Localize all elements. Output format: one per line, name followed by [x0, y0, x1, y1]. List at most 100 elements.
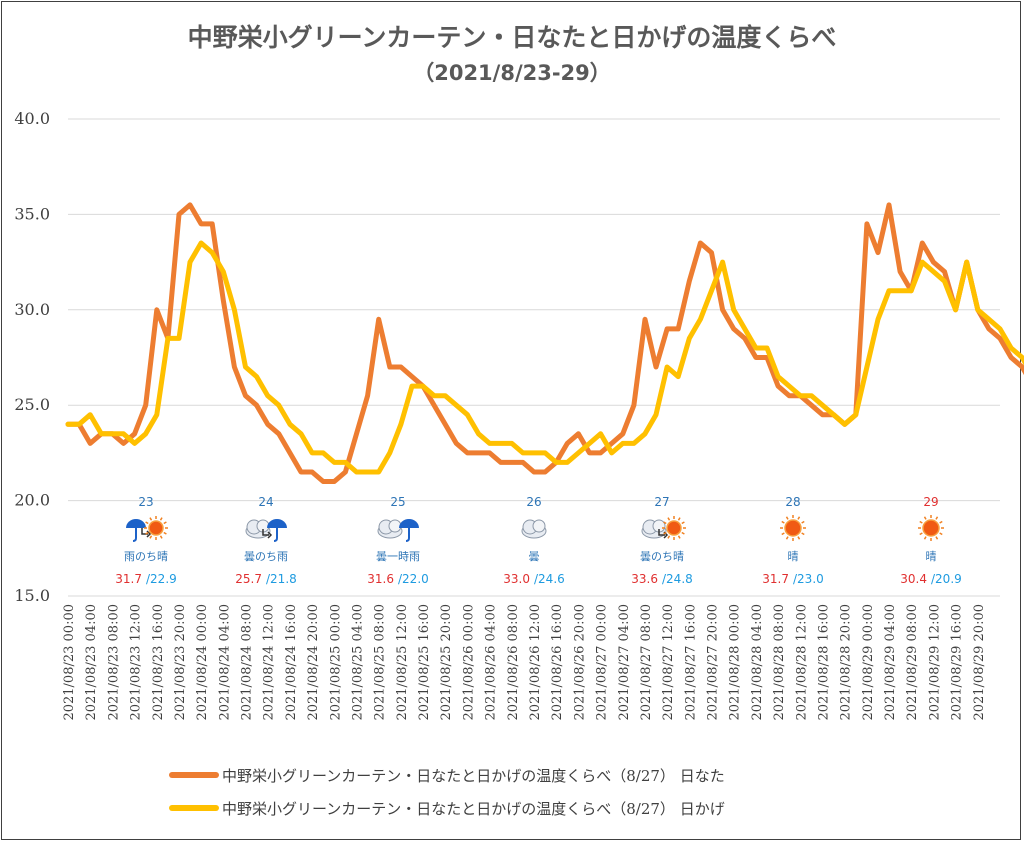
x-tick-label: 2021/08/25 20:00	[439, 604, 454, 721]
x-tick-label: 2021/08/24 12:00	[262, 604, 277, 721]
weather-day-26: 26 曇 33.0/24.6	[503, 495, 564, 586]
x-tick-label: 2021/08/23 20:00	[173, 604, 188, 721]
y-tick-label: 35.0	[14, 204, 50, 223]
weather-day-29: 29 晴 30.4/20.9	[900, 495, 961, 586]
weather-condition: 曇	[529, 550, 540, 563]
weather-condition: 曇一時雨	[376, 550, 420, 563]
sun-icon	[918, 515, 944, 541]
weather-min-temp: /21.8	[266, 572, 297, 586]
y-tick-label: 15.0	[14, 586, 50, 605]
series-line-sun	[65, 202, 1024, 484]
x-tick-label: 2021/08/27 04:00	[617, 604, 632, 721]
weather-condition: 雨のち晴	[124, 550, 168, 563]
x-tick-label: 2021/08/28 04:00	[750, 604, 765, 721]
legend: 中野栄小グリーンカーテン・日なたと日かげの温度くらべ（8/27） 日なた 中野栄…	[169, 767, 725, 818]
x-tick-label: 2021/08/29 16:00	[950, 604, 965, 721]
x-tick-label: 2021/08/24 08:00	[240, 604, 255, 721]
cloud-then-sun-icon	[641, 516, 686, 540]
cloud-icon	[521, 519, 547, 539]
weather-min-temp: /22.9	[146, 572, 177, 586]
x-tick-label: 2021/08/29 04:00	[883, 604, 898, 721]
x-tick-label: 2021/08/28 00:00	[728, 604, 743, 721]
weather-max-temp: 25.7	[235, 572, 262, 586]
x-tick-label: 2021/08/29 00:00	[861, 604, 876, 721]
x-tick-label: 2021/08/26 08:00	[506, 604, 521, 721]
weather-max-temp: 31.7	[115, 572, 142, 586]
weather-condition: 曇のち晴	[640, 550, 684, 563]
weather-condition: 晴	[926, 550, 937, 563]
legend-label-sun: 中野栄小グリーンカーテン・日なたと日かげの温度くらべ（8/27） 日なた	[222, 767, 725, 785]
weather-day-number: 26	[526, 495, 541, 509]
y-tick-label: 40.0	[14, 109, 50, 128]
x-tick-label: 2021/08/27 12:00	[661, 604, 676, 721]
x-tick-label: 2021/08/24 00:00	[195, 604, 210, 721]
x-tick-label: 2021/08/24 16:00	[284, 604, 299, 721]
x-tick-label: 2021/08/23 00:00	[62, 604, 77, 721]
weather-day-number: 27	[654, 495, 669, 509]
cloud-sometimes-rain-icon	[377, 519, 419, 542]
x-tick-label: 2021/08/29 20:00	[972, 604, 987, 721]
weather-day-27: 27 曇のち晴 33.6/24.8	[631, 495, 692, 586]
weather-max-temp: 31.6	[367, 572, 394, 586]
x-tick-label: 2021/08/24 04:00	[217, 604, 232, 721]
cloud-then-rain-icon	[245, 519, 287, 542]
x-tick-label: 2021/08/27 08:00	[639, 604, 654, 721]
weather-annotations: 23 雨のち晴 31.7/22.9 24 曇のち雨 25.7/21.8 25 曇一時雨 31.6…	[115, 495, 961, 586]
y-tick-label: 30.0	[14, 300, 50, 319]
x-tick-label: 2021/08/23 16:00	[151, 604, 166, 721]
weather-condition: 曇のち雨	[244, 550, 288, 563]
legend-label-shade: 中野栄小グリーンカーテン・日なたと日かげの温度くらべ（8/27） 日かげ	[222, 800, 725, 818]
x-tick-label: 2021/08/25 04:00	[350, 604, 365, 721]
x-tick-label: 2021/08/25 08:00	[373, 604, 388, 721]
x-tick-label: 2021/08/25 16:00	[417, 604, 432, 721]
weather-day-24: 24 曇のち雨 25.7/21.8	[235, 495, 296, 586]
weather-day-23: 23 雨のち晴 31.7/22.9	[115, 495, 176, 586]
series-line-shade	[65, 240, 1024, 475]
x-tick-label: 2021/08/23 04:00	[84, 604, 99, 721]
x-tick-label: 2021/08/26 00:00	[461, 604, 476, 721]
x-tick-label: 2021/08/26 20:00	[572, 604, 587, 721]
weather-max-temp: 31.7	[762, 572, 789, 586]
x-tick-label: 2021/08/24 20:00	[306, 604, 321, 721]
chart-subtitle: （2021/8/23-29）	[413, 61, 611, 85]
weather-day-number: 23	[138, 495, 153, 509]
x-tick-label: 2021/08/28 20:00	[839, 604, 854, 721]
legend-item-shade: 中野栄小グリーンカーテン・日なたと日かげの温度くらべ（8/27） 日かげ	[169, 800, 725, 818]
y-tick-label: 25.0	[14, 395, 50, 414]
chart-title: 中野栄小グリーンカーテン・日なたと日かげの温度くらべ	[188, 23, 837, 52]
x-tick-label: 2021/08/25 00:00	[328, 604, 343, 721]
weather-min-temp: /23.0	[793, 572, 824, 586]
x-tick-label: 2021/08/29 12:00	[927, 604, 942, 721]
sun-icon	[780, 515, 806, 541]
weather-condition: 晴	[788, 550, 799, 563]
x-tick-label: 2021/08/28 16:00	[816, 604, 831, 721]
weather-day-25: 25 曇一時雨 31.6/22.0	[367, 495, 428, 586]
x-tick-label: 2021/08/28 12:00	[794, 604, 809, 721]
x-tick-label: 2021/08/23 12:00	[129, 604, 144, 721]
x-tick-label: 2021/08/26 12:00	[528, 604, 543, 721]
x-tick-label: 2021/08/26 16:00	[550, 604, 565, 721]
weather-max-temp: 33.6	[631, 572, 658, 586]
weather-min-temp: /24.6	[534, 572, 565, 586]
x-tick-label: 2021/08/26 04:00	[484, 604, 499, 721]
x-tick-label: 2021/08/27 20:00	[706, 604, 721, 721]
series-lines	[65, 202, 1024, 484]
x-axis-ticks: 2021/08/23 00:00 2021/08/23 04:00 2021/08/…	[62, 604, 987, 721]
x-tick-label: 2021/08/29 08:00	[905, 604, 920, 721]
y-tick-label: 20.0	[14, 491, 50, 510]
y-axis-ticks: 40.0 35.0 30.0 25.0 20.0 15.0	[14, 109, 50, 605]
x-tick-label: 2021/08/23 08:00	[106, 604, 121, 721]
weather-min-temp: /20.9	[931, 572, 962, 586]
legend-item-sun: 中野栄小グリーンカーテン・日なたと日かげの温度くらべ（8/27） 日なた	[169, 767, 725, 785]
weather-day-number: 25	[390, 495, 405, 509]
weather-max-temp: 33.0	[503, 572, 530, 586]
x-tick-label: 2021/08/27 00:00	[595, 604, 610, 721]
x-tick-label: 2021/08/28 08:00	[772, 604, 787, 721]
weather-day-number: 28	[785, 495, 800, 509]
weather-day-28: 28 晴 31.7/23.0	[762, 495, 823, 586]
x-tick-label: 2021/08/27 16:00	[683, 604, 698, 721]
weather-min-temp: /24.8	[662, 572, 693, 586]
weather-min-temp: /22.0	[398, 572, 429, 586]
weather-day-number: 29	[923, 495, 938, 509]
